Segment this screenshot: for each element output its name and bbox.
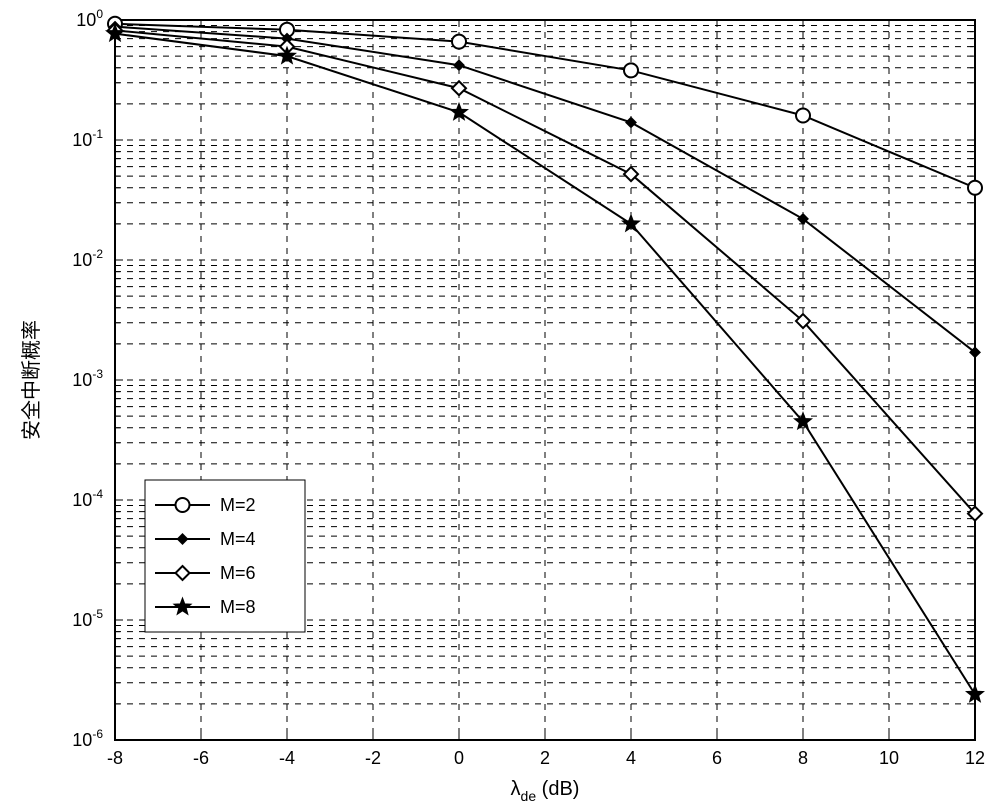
y-tick-label: 10-1 bbox=[72, 127, 103, 150]
legend-label: M=2 bbox=[220, 495, 256, 515]
outage-probability-chart: -8 -6 -4 -2 0 2 4 6 8 10 12 10-6 10-5 10-4 10-3 10-2 10-… bbox=[0, 0, 1000, 809]
legend-label: M=6 bbox=[220, 563, 256, 583]
x-tick-label: 4 bbox=[626, 748, 636, 768]
x-tick-label: 6 bbox=[712, 748, 722, 768]
x-axis-label: λde (dB) bbox=[511, 778, 580, 804]
y-tick-label: 10-5 bbox=[72, 607, 103, 630]
x-tick-label: 0 bbox=[454, 748, 464, 768]
y-tick-label: 10-6 bbox=[72, 727, 103, 750]
x-tick-label: 10 bbox=[879, 748, 899, 768]
x-tick-label: -6 bbox=[193, 748, 209, 768]
x-tick-label: -4 bbox=[279, 748, 295, 768]
legend-label: M=4 bbox=[220, 529, 256, 549]
y-axis-label: 安全中断概率 bbox=[20, 320, 43, 440]
x-tick-label: 2 bbox=[540, 748, 550, 768]
x-tick-label: -8 bbox=[107, 748, 123, 768]
y-tick-label: 10-4 bbox=[72, 487, 103, 510]
y-tick-label: 10-2 bbox=[72, 247, 103, 270]
x-tick-label: 12 bbox=[965, 748, 985, 768]
y-tick-label: 10-3 bbox=[72, 367, 103, 390]
legend-label: M=8 bbox=[220, 597, 256, 617]
y-tick-label: 100 bbox=[76, 7, 103, 30]
x-tick-label: -2 bbox=[365, 748, 381, 768]
x-tick-label: 8 bbox=[798, 748, 808, 768]
